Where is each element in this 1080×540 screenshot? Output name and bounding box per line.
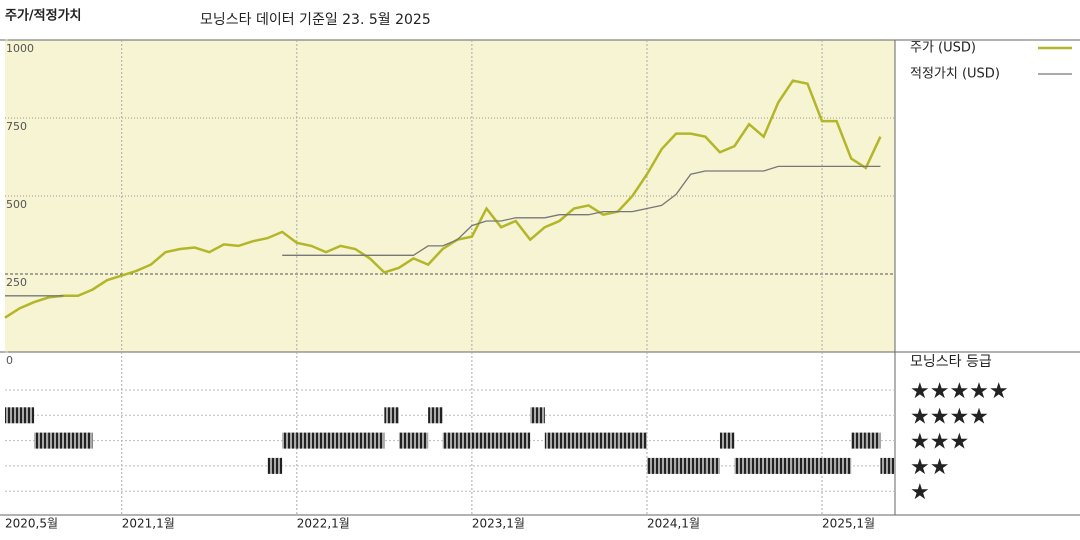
rating-band <box>559 432 575 449</box>
rating-band <box>836 457 852 474</box>
rating-band <box>340 432 356 449</box>
rating-band <box>515 432 531 449</box>
rating-band <box>865 432 881 449</box>
chart-subtitle: 모닝스타 데이터 기준일 23. 5월 2025 <box>200 12 431 28</box>
rating-band <box>851 432 866 449</box>
y-tick-label: 750 <box>6 120 27 133</box>
rating-band <box>442 432 458 449</box>
rating-band <box>822 457 837 474</box>
x-tick-label: 2024,1월 <box>647 517 700 531</box>
rating-band <box>486 432 502 449</box>
rating-band <box>646 457 662 474</box>
rating-legend-stars: ★★★ <box>910 430 969 455</box>
rating-band <box>5 407 20 424</box>
rating-band <box>544 432 560 449</box>
rating-band <box>763 457 779 474</box>
rating-legend-stars: ★★ <box>910 455 949 480</box>
rating-band <box>369 432 385 449</box>
rating-band <box>325 432 341 449</box>
rating-band <box>749 457 764 474</box>
rating-legend-stars: ★ <box>910 480 930 505</box>
rating-band <box>676 457 691 474</box>
rating-band <box>719 432 735 449</box>
x-tick-label: 2025,1월 <box>822 517 875 531</box>
legend-label: 적정가치 (USD) <box>910 67 1000 82</box>
rating-band <box>398 432 414 449</box>
rating-band <box>355 432 370 449</box>
rating-band <box>792 457 808 474</box>
rating-band <box>603 432 618 449</box>
legend-label: 주가 (USD) <box>910 41 976 56</box>
rating-band <box>282 432 297 449</box>
series-line <box>4 79 882 319</box>
chart-title: 주가/적정가치 <box>5 8 82 24</box>
rating-band <box>34 432 49 449</box>
rating-band <box>384 407 399 424</box>
rating-band <box>617 432 633 449</box>
rating-band <box>267 457 283 474</box>
series-line <box>5 165 881 297</box>
rating-title: 모닝스타 등급 <box>910 354 992 370</box>
y-tick-label: 0 <box>6 354 13 367</box>
rating-band <box>311 432 326 449</box>
rating-band <box>63 432 78 449</box>
rating-band <box>705 457 720 474</box>
rating-band <box>501 432 516 449</box>
rating-band <box>471 432 487 449</box>
rating-band <box>632 432 647 449</box>
y-tick-label: 500 <box>6 198 27 211</box>
rating-band <box>428 407 443 424</box>
rating-band <box>530 407 545 424</box>
rating-band <box>48 432 64 449</box>
rating-band <box>574 432 589 449</box>
y-tick-label: 250 <box>6 276 27 289</box>
rating-band <box>19 407 35 424</box>
rating-band <box>296 432 312 449</box>
x-tick-label: 2022,1월 <box>297 517 350 531</box>
rating-band <box>734 457 750 474</box>
rating-band <box>807 457 823 474</box>
rating-band <box>457 432 472 449</box>
x-tick-label: 2023,1월 <box>472 517 525 531</box>
rating-band <box>690 457 706 474</box>
x-tick-label: 2021,1월 <box>122 517 175 531</box>
rating-band <box>77 432 93 449</box>
y-tick-label: 1000 <box>6 42 34 55</box>
rating-legend-stars: ★★★★★ <box>910 379 1009 404</box>
x-tick-label: 2020,5월 <box>5 517 58 531</box>
rating-band <box>778 457 793 474</box>
rating-band <box>413 432 429 449</box>
rating-legend-stars: ★★★★ <box>910 404 989 429</box>
rating-band <box>880 457 895 474</box>
rating-band <box>661 457 677 474</box>
rating-band <box>588 432 604 449</box>
